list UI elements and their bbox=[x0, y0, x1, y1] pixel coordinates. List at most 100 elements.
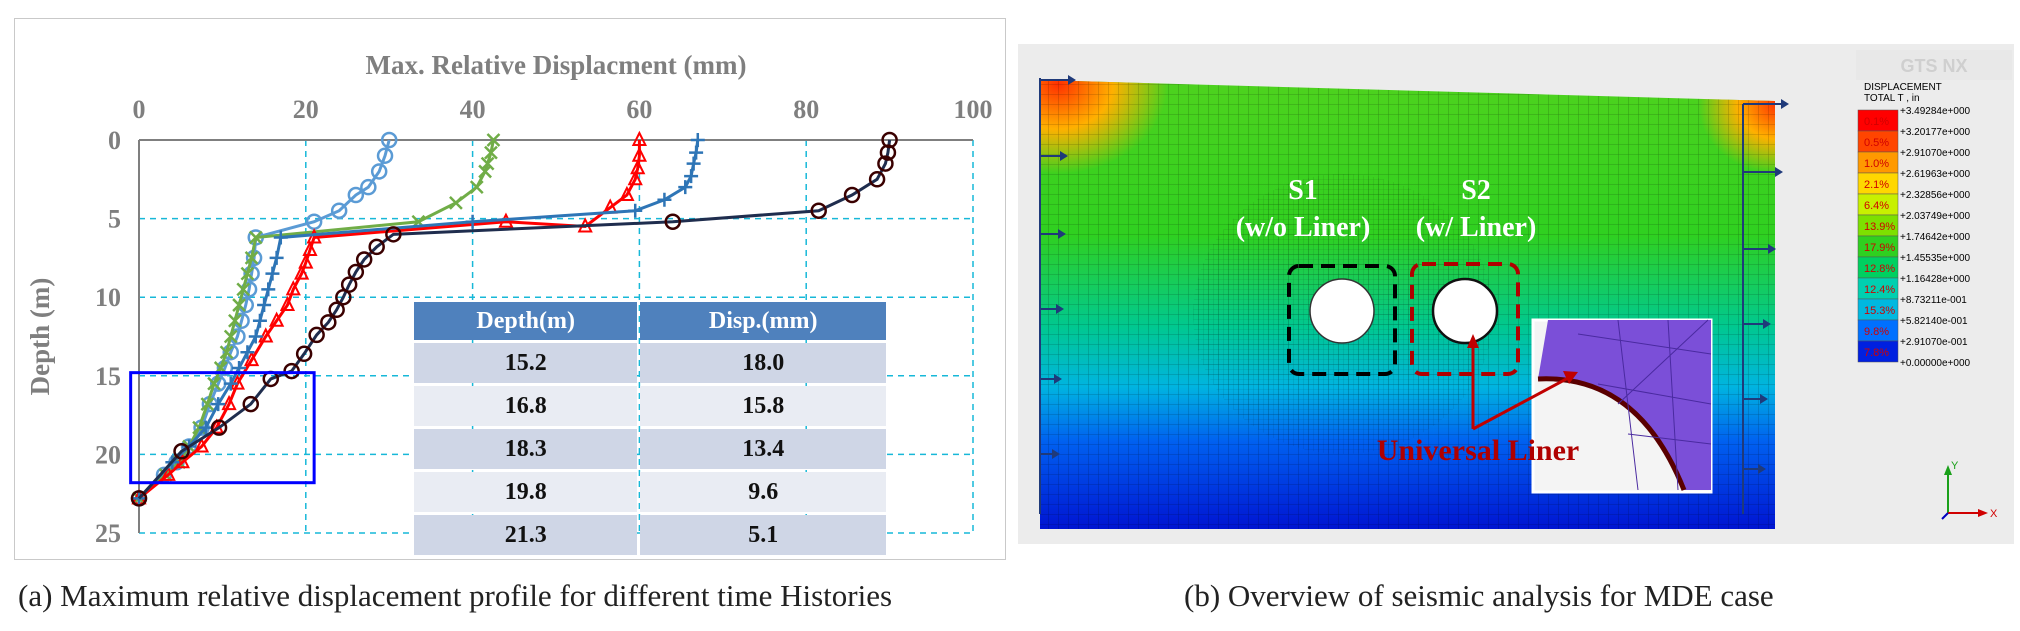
data-point bbox=[347, 263, 365, 281]
fem-mesh-view: S1 (w/o Liner) S2 (w/ Liner) Universal L… bbox=[1039, 75, 1789, 529]
data-point bbox=[198, 420, 213, 435]
y-tick-label: 25 bbox=[95, 519, 121, 548]
data-point bbox=[232, 298, 246, 312]
legend-value: +2.91070e-001 bbox=[1900, 337, 1968, 348]
x-tick-label: 0 bbox=[133, 95, 146, 124]
data-point bbox=[879, 144, 897, 161]
tunnel-s1 bbox=[1287, 264, 1397, 376]
legend-percent: 0.5% bbox=[1864, 137, 1889, 149]
data-point bbox=[160, 465, 176, 481]
x-tick-label: 40 bbox=[460, 95, 486, 124]
universal-liner-label: Universal Liner bbox=[1377, 434, 1580, 467]
displacement-legend: GTS NX DISPLACEMENT TOTAL T , in 0.1% 0.5… bbox=[1856, 50, 2012, 390]
data-point bbox=[810, 202, 827, 219]
data-point bbox=[279, 295, 296, 312]
data-point bbox=[200, 397, 215, 411]
data-point bbox=[248, 230, 263, 245]
x-tick-label: 100 bbox=[954, 95, 993, 124]
axis-y-label: Y bbox=[1951, 460, 1959, 472]
data-point bbox=[193, 437, 210, 453]
data-point bbox=[240, 345, 255, 360]
data-point bbox=[221, 394, 237, 411]
x-tick-label: 80 bbox=[793, 95, 819, 124]
triad-svg: Y X bbox=[1941, 460, 1998, 520]
y-tick-label: 15 bbox=[95, 362, 121, 391]
table-cell: 15.8 bbox=[640, 386, 886, 426]
data-point bbox=[222, 343, 239, 361]
data-point bbox=[257, 298, 272, 313]
data-point bbox=[328, 301, 345, 319]
coordinate-triad: Y X bbox=[1940, 455, 2000, 525]
legend-color-swatch bbox=[1857, 340, 1899, 363]
data-point bbox=[273, 230, 288, 245]
table-row: 15.2 18.0 bbox=[414, 343, 886, 383]
data-point bbox=[283, 362, 300, 380]
data-point bbox=[223, 329, 238, 344]
legend-percent: 2.1% bbox=[1864, 179, 1889, 191]
data-point bbox=[690, 133, 705, 147]
table-row: 16.8 15.8 bbox=[414, 386, 886, 426]
data-point bbox=[469, 180, 484, 195]
legend-value: +3.49284e+000 bbox=[1900, 106, 1971, 117]
table-row: 18.3 13.4 bbox=[414, 429, 886, 469]
data-point bbox=[370, 163, 388, 180]
data-point bbox=[689, 145, 704, 160]
s2-subtitle: (w/ Liner) bbox=[1416, 212, 1537, 243]
liner-inset bbox=[1531, 318, 1713, 494]
data-point bbox=[298, 253, 314, 269]
legend-svg: GTS NX DISPLACEMENT TOTAL T , in 0.1% 0.5… bbox=[1856, 50, 2012, 369]
series-line bbox=[137, 139, 391, 500]
data-point bbox=[628, 203, 643, 218]
y-tick-label: 5 bbox=[108, 205, 121, 234]
series-line bbox=[137, 139, 892, 500]
data-point bbox=[302, 240, 318, 257]
data-point bbox=[335, 288, 352, 306]
data-point bbox=[294, 264, 310, 280]
s1-label: S1 (w/o Liner) bbox=[1236, 175, 1371, 243]
legend-value: +2.03749e+000 bbox=[1900, 211, 1971, 222]
data-point bbox=[627, 170, 643, 186]
legend-value: +2.61963e+000 bbox=[1900, 169, 1971, 180]
data-point bbox=[376, 147, 394, 164]
data-point bbox=[236, 282, 251, 297]
data-point bbox=[295, 345, 313, 363]
s2-title: S2 bbox=[1461, 175, 1491, 206]
data-point bbox=[219, 345, 234, 360]
caption-right: (b) Overview of seismic analysis for MDE… bbox=[1184, 578, 1774, 613]
table-cell: 15.2 bbox=[414, 343, 638, 383]
highlight-box bbox=[129, 371, 316, 485]
legend-title-1: DISPLACEMENT bbox=[1864, 82, 1942, 93]
table-cell: 9.6 bbox=[640, 472, 886, 512]
data-point bbox=[269, 250, 284, 265]
fem-model-panel: S1 (w/o Liner) S2 (w/ Liner) Universal L… bbox=[1018, 44, 2014, 544]
data-point bbox=[678, 180, 693, 195]
legend-value: +3.20177e+000 bbox=[1900, 127, 1971, 138]
legend-percent: 13.9% bbox=[1864, 221, 1895, 233]
data-point bbox=[223, 376, 238, 391]
s1-subtitle: (w/o Liner) bbox=[1236, 212, 1371, 243]
data-point bbox=[130, 490, 148, 507]
legend-percent: 9.8% bbox=[1864, 326, 1889, 338]
s1-title: S1 bbox=[1288, 175, 1318, 206]
data-point bbox=[207, 376, 221, 391]
data-point bbox=[320, 314, 337, 331]
y-tick-label: 10 bbox=[95, 283, 121, 312]
table-row: 21.3 5.1 bbox=[414, 515, 886, 555]
data-point bbox=[480, 156, 495, 171]
legend-value: +2.32856e+000 bbox=[1900, 190, 1971, 201]
table-cell: 13.4 bbox=[640, 429, 886, 469]
table-cell: 16.8 bbox=[414, 386, 638, 426]
depth-displacement-table: Depth(m) Disp.(mm) 15.2 18.0 16.8 15.8 18.… bbox=[411, 299, 889, 558]
chart-panel: 0 20 40 60 80 100 0 5 10 15 20 25 Max. Relative Disp… bbox=[14, 18, 1006, 560]
data-point bbox=[486, 133, 501, 147]
y-axis-label: Depth (m) bbox=[25, 278, 55, 396]
axis-x-label: X bbox=[1990, 508, 1998, 520]
data-point bbox=[664, 213, 682, 230]
legend-percent: 12.8% bbox=[1864, 263, 1895, 275]
legend-value: +1.74642e+000 bbox=[1900, 232, 1971, 243]
data-point bbox=[380, 131, 398, 149]
data-point bbox=[619, 185, 635, 202]
caption-left: (a) Maximum relative displacement profil… bbox=[18, 578, 893, 613]
y-tick-label: 20 bbox=[95, 440, 121, 469]
data-point bbox=[242, 395, 260, 413]
